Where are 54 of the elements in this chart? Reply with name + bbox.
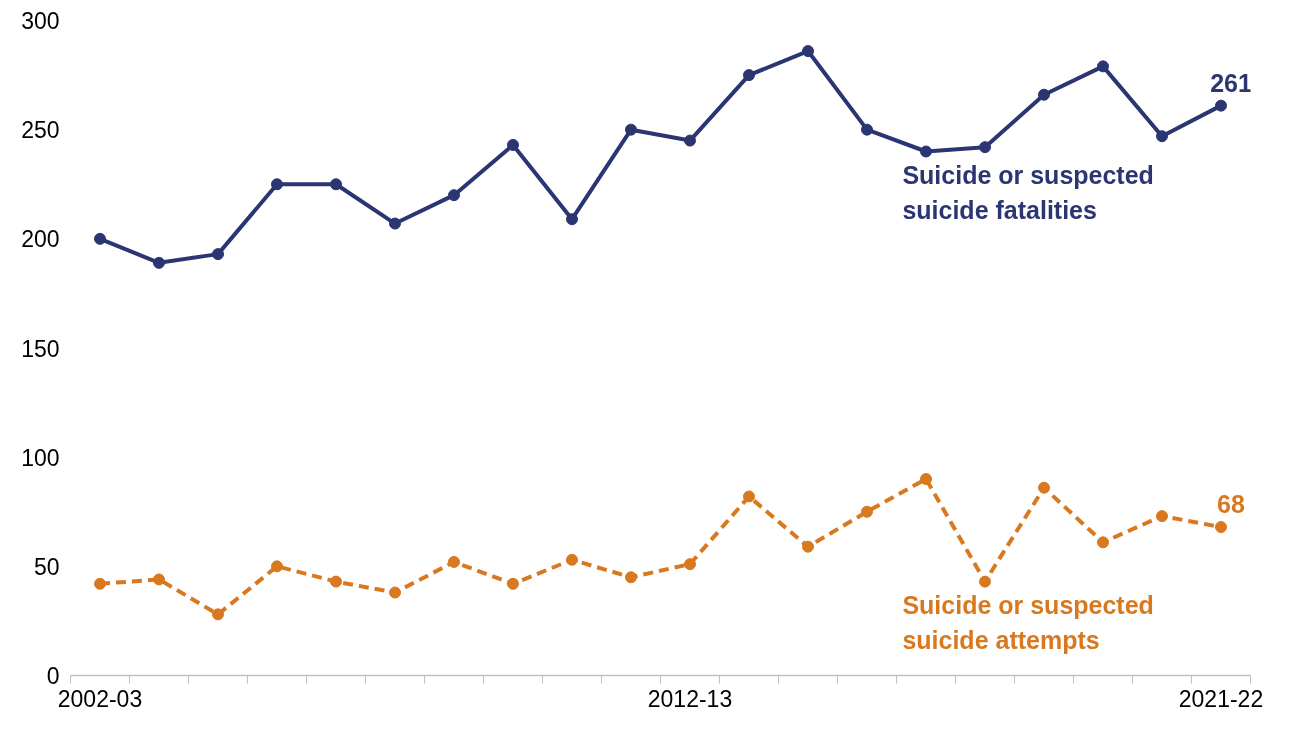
point: [920, 145, 932, 158]
point: [271, 560, 283, 573]
point: [448, 189, 460, 202]
point: [979, 141, 991, 154]
y-tick-label: 150: [21, 335, 60, 362]
point: [979, 575, 991, 588]
point: [1215, 521, 1227, 534]
point: [1097, 60, 1109, 73]
data-label: 68: [1217, 490, 1245, 519]
point: [625, 571, 637, 584]
series-label: Suicide or suspected suicide fatalities: [902, 161, 1154, 225]
point: [684, 134, 696, 147]
point: [389, 217, 401, 230]
data-label: 261: [1210, 68, 1252, 97]
point: [625, 123, 637, 136]
point: [330, 178, 342, 191]
point: [684, 558, 696, 571]
text: Suicide or suspected suicide attempts: [902, 591, 1154, 655]
point: [507, 577, 519, 590]
point: [153, 256, 165, 269]
point: [389, 586, 401, 599]
y-tick-label: 0: [46, 663, 60, 689]
x-tick-label: 2002-03: [57, 685, 143, 712]
point: [1097, 536, 1109, 549]
point: [94, 577, 106, 590]
point: [212, 608, 224, 621]
point: [1038, 481, 1050, 494]
point: [1038, 88, 1050, 101]
y-tick-label: 250: [21, 117, 60, 144]
point: [330, 575, 342, 588]
point: [802, 540, 814, 553]
point: [271, 178, 283, 191]
y-tick-label: 200: [21, 226, 60, 253]
point: [566, 553, 578, 566]
point: [1156, 130, 1168, 143]
point: [920, 473, 932, 485]
point: [566, 213, 578, 226]
point: [861, 123, 873, 136]
x-tick-label: 2021-22: [1178, 685, 1264, 712]
point: [153, 573, 165, 586]
point: [802, 45, 814, 58]
point: [448, 555, 460, 568]
x-tick-label: 2012-13: [647, 685, 733, 712]
point: [1215, 99, 1227, 112]
y-tick-label: 100: [21, 444, 60, 471]
point: [1156, 510, 1168, 523]
y-tick-label: 300: [21, 8, 60, 34]
point: [861, 505, 873, 518]
point: [743, 69, 755, 82]
point: [212, 248, 224, 261]
point: [743, 490, 755, 503]
point: [94, 232, 106, 245]
y-tick-label: 50: [33, 553, 60, 580]
point: [507, 138, 519, 151]
